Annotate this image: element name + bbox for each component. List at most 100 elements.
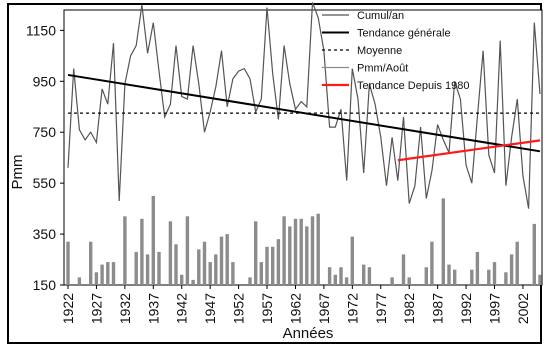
bar-pmm-aout [66,241,70,285]
bar-pmm-aout [208,262,212,285]
bar-pmm-aout [214,254,218,285]
bar-pmm-aout [504,272,508,285]
series-cumul-line [67,2,541,209]
legend-label-cumul: Cumul/an [357,10,404,22]
x-tick-label: 2002 [515,293,531,324]
bar-pmm-aout [219,236,224,285]
bar-pmm-aout [492,262,497,285]
plot-area [63,9,543,286]
bar-pmm-aout [157,251,161,285]
x-tick-label: 1947 [202,293,218,324]
bar-pmm-aout [362,264,366,285]
y-tick-label: 750 [33,124,57,140]
bar-pmm-aout [123,216,127,286]
legend-label-tendance_generale: Tendance générale [357,28,451,40]
bar-pmm-aout [509,254,514,285]
y-tick-label: 950 [33,73,57,89]
bar-pmm-aout [265,246,269,285]
bar-pmm-aout [94,272,99,285]
plot-layer [66,2,542,286]
legend-label-tendance_1980: Tendance Depuis 1980 [357,80,470,92]
bar-pmm-aout [515,241,519,285]
bar-pmm-aout [151,195,155,285]
bar-pmm-aout [470,269,474,285]
bar-pmm-aout [293,218,298,285]
bar-pmm-aout [401,254,406,285]
legend-label-moyenne: Moyenne [357,45,402,57]
x-tick-label: 1937 [145,293,161,324]
bar-pmm-aout [282,216,286,286]
bar-pmm-aout [106,262,110,285]
bar-pmm-aout [140,218,144,285]
bar-pmm-aout [441,198,445,285]
x-tick-label: 1957 [259,293,275,324]
bar-pmm-aout [430,241,434,285]
bar-pmm-aout [168,221,173,285]
x-tick-label: 1982 [401,293,417,324]
bar-pmm-aout [447,264,451,285]
x-tick-label: 1922 [60,293,76,324]
x-tick-label: 1972 [344,293,360,324]
bar-pmm-aout [350,236,354,285]
series-tendance-generale-line [67,73,541,153]
bar-pmm-aout [271,246,275,285]
bar-pmm-aout [174,244,178,285]
bar-pmm-aout [453,269,457,285]
bar-pmm-aout [310,216,315,286]
x-tick-label: 1997 [487,293,503,324]
legend: Cumul/an Tendance générale Moyenne Pmm/Août… [322,10,470,92]
x-tick-label: 1952 [231,293,247,324]
bar-pmm-aout [339,267,343,285]
bar-pmm-aout [299,218,303,285]
bar-pmm-aout [111,262,116,285]
bar-pmm-aout [390,277,394,285]
y-tick-label: 350 [33,226,57,242]
bar-pmm-aout [487,269,491,285]
bar-pmm-aout [259,262,263,285]
x-tick-label: 1987 [430,293,446,324]
bar-pmm-aout [134,251,138,285]
x-tick-label: 1977 [373,293,389,324]
y-axis-title: Pmm [9,155,26,190]
bar-pmm-aout [407,277,411,285]
bar-pmm-aout [185,216,190,286]
y-tick-label: 550 [33,175,57,191]
bar-pmm-aout [424,267,428,285]
legend-label-pmm_aout: Pmm/Août [357,63,408,75]
bar-pmm-aout [248,277,252,285]
bar-pmm-aout [276,239,281,285]
bar-pmm-aout [89,241,93,285]
bar-pmm-aout [327,267,332,285]
bar-pmm-aout [475,251,480,285]
bar-pmm-aout [202,241,207,285]
bar-pmm-aout [225,234,229,285]
x-tick-label: 1967 [316,293,332,324]
bar-pmm-aout [231,262,235,285]
bar-pmm-aout [100,264,104,285]
bar-pmm-aout [333,274,337,285]
bar-pmm-aout [288,226,292,285]
x-tick-label: 1942 [174,293,190,324]
bar-pmm-aout [538,274,542,285]
bar-pmm-aout [191,279,195,285]
bar-pmm-aout [305,226,309,285]
bar-pmm-aout [77,277,82,285]
x-tick-label: 1932 [117,293,133,324]
x-axis-title: Années [283,325,334,342]
y-tick-label: 1150 [26,22,56,38]
bar-pmm-aout [344,277,349,285]
bar-pmm-aout [197,249,201,285]
y-tick-label: 150 [33,277,57,293]
bar-pmm-aout [180,274,184,285]
x-tick-label: 1962 [287,293,303,324]
bar-pmm-aout [254,221,258,285]
bar-pmm-aout [316,213,320,285]
bar-pmm-aout [367,267,372,285]
x-tick-label: 1992 [458,293,474,324]
series-tendance-1980-line [397,139,541,162]
bar-pmm-aout [145,254,150,285]
x-tick-label: 1927 [88,293,104,324]
bar-pmm-aout [532,223,536,285]
